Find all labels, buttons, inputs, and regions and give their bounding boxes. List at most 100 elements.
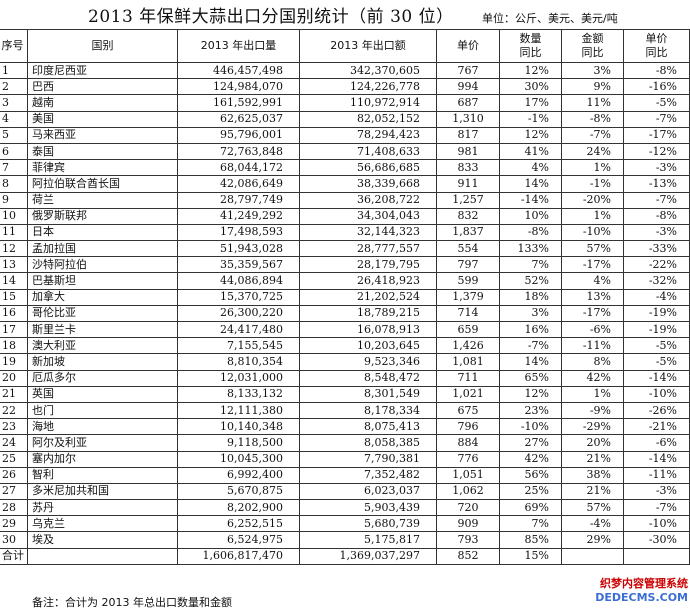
table-cell: 26 <box>0 466 28 484</box>
table-cell: 8,133,132 <box>177 385 300 403</box>
table-cell: 8,810,354 <box>177 353 300 371</box>
table-cell: 1,081 <box>436 353 500 371</box>
table-row: 24 阿尔及利亚 9,118,500 8,058,385 884 27% 20% -6% <box>0 434 690 452</box>
table-cell: 69% <box>499 499 562 517</box>
table-cell: 也门 <box>27 401 178 420</box>
table-cell: 8,301,549 <box>299 385 437 403</box>
table-cell: 20% <box>561 434 624 452</box>
table-cell: 41% <box>499 142 562 161</box>
table-cell: 28,797,749 <box>177 191 300 209</box>
table-cell: 981 <box>436 142 500 161</box>
table-cell: 5,680,739 <box>299 515 437 533</box>
table-cell: 10,140,348 <box>177 418 300 436</box>
table-cell: 菲律宾 <box>27 159 178 177</box>
table-cell: -17% <box>623 126 690 144</box>
table-cell: -1% <box>499 110 562 128</box>
table-cell: 852 <box>436 547 500 565</box>
table-cell: 9% <box>561 78 624 96</box>
table-cell: -5% <box>623 353 690 371</box>
table-cell: 12% <box>499 385 562 403</box>
table-cell: 8 <box>0 175 28 193</box>
table-cell: 68,044,172 <box>177 159 300 177</box>
table-cell: 13 <box>0 256 28 274</box>
table-row: 23 海地 10,140,348 8,075,413 796 -10% -29% -21% <box>0 418 690 436</box>
table-cell: 71,408,633 <box>299 142 437 161</box>
table-row: 3 越南 161,592,991 110,972,914 687 17% 11% -5% <box>0 94 690 112</box>
column-header: 2013 年出口量 <box>177 29 300 63</box>
table-cell: -7% <box>623 110 690 128</box>
table-cell: -3% <box>623 482 690 501</box>
table-cell: -29% <box>561 418 624 436</box>
table-cell: 新加坡 <box>27 353 178 371</box>
table-cell: 1% <box>561 159 624 177</box>
table-cell: 7% <box>499 256 562 274</box>
table-cell: -8% <box>623 61 690 80</box>
table-cell: 23% <box>499 401 562 420</box>
table-row: 28 苏丹 8,202,900 5,903,439 720 69% 57% -7% <box>0 499 690 517</box>
table-cell: -10% <box>499 418 562 436</box>
table-cell: 越南 <box>27 94 178 112</box>
table-cell: 1,426 <box>436 337 500 355</box>
table-cell: -13% <box>623 175 690 193</box>
table-cell: 909 <box>436 515 500 533</box>
table-cell: 12% <box>499 61 562 80</box>
table-cell: 阿拉伯联合酋长国 <box>27 175 178 193</box>
table-cell <box>561 547 624 565</box>
table-cell: 19 <box>0 353 28 371</box>
table-row: 20 厄瓜多尔 12,031,000 8,548,472 711 65% 42% -14% <box>0 369 690 387</box>
table-cell: 12% <box>499 126 562 144</box>
table-cell: 41,249,292 <box>177 207 300 225</box>
table-cell: 25% <box>499 482 562 501</box>
table-cell: 24 <box>0 434 28 452</box>
table-cell: 4% <box>499 159 562 177</box>
table-cell: 1% <box>561 385 624 403</box>
table-cell: 38,339,668 <box>299 175 437 193</box>
table-cell: 21% <box>561 482 624 501</box>
table-cell: 342,370,605 <box>299 61 437 80</box>
table-cell: 62,625,037 <box>177 110 300 128</box>
column-header: 单价 同比 <box>623 29 690 63</box>
table-cell: 美国 <box>27 110 178 128</box>
table-row: 27 多米尼加共和国 5,670,875 6,023,037 1,062 25% 21% -3… <box>0 482 690 501</box>
table-cell: 675 <box>436 401 500 420</box>
table-row: 10 俄罗斯联邦 41,249,292 34,304,043 832 10% 1% -8% <box>0 207 690 225</box>
watermark: 织梦内容管理系统 DEDECMS.COM <box>595 575 688 604</box>
table-cell: -7% <box>623 499 690 517</box>
table-cell <box>623 547 690 565</box>
table-cell: 9,523,346 <box>299 353 437 371</box>
table-cell: 17% <box>499 94 562 112</box>
table-cell: -6% <box>623 434 690 452</box>
table-cell: 161,592,991 <box>177 94 300 112</box>
table-cell: 52% <box>499 272 562 290</box>
table-cell: -33% <box>623 240 690 258</box>
table-cell: 8,178,334 <box>299 401 437 420</box>
table-cell: 35,359,567 <box>177 256 300 274</box>
table-cell: 4% <box>561 272 624 290</box>
table-cell: 阿尔及利亚 <box>27 434 178 452</box>
header-row: 序号 国别 2013 年出口量 2013 年出口额 单价 数量 同比 金额 同比 单价 同比 <box>0 29 690 63</box>
table-cell: 124,984,070 <box>177 78 300 96</box>
table-cell: 3 <box>0 94 28 112</box>
table-cell: -5% <box>623 337 690 355</box>
table-cell: 95,796,001 <box>177 126 300 144</box>
table-cell: 711 <box>436 369 500 387</box>
table-cell: 30% <box>499 78 562 96</box>
table-cell: 5,175,817 <box>299 531 437 549</box>
table-cell: 16% <box>499 320 562 339</box>
table-cell: -22% <box>623 256 690 274</box>
table-cell: 24% <box>561 142 624 161</box>
table-cell: 56% <box>499 466 562 484</box>
table-row: 8 阿拉伯联合酋长国 42,086,649 38,339,668 911 14% -1% -1… <box>0 175 690 193</box>
table-cell: 32,144,323 <box>299 223 437 242</box>
table-cell: 1,257 <box>436 191 500 209</box>
table-cell: 15,370,725 <box>177 288 300 306</box>
table-cell: 7 <box>0 159 28 177</box>
table-cell: -14% <box>623 369 690 387</box>
table-cell: 56,686,685 <box>299 159 437 177</box>
column-header: 数量 同比 <box>499 29 562 63</box>
table-cell: 11 <box>0 223 28 242</box>
table-cell: 苏丹 <box>27 499 178 517</box>
table-cell: 1 <box>0 61 28 80</box>
table-cell: -10% <box>623 385 690 403</box>
total-row: 合计 1,606,817,470 1,369,037,297 852 15% <box>0 547 690 565</box>
